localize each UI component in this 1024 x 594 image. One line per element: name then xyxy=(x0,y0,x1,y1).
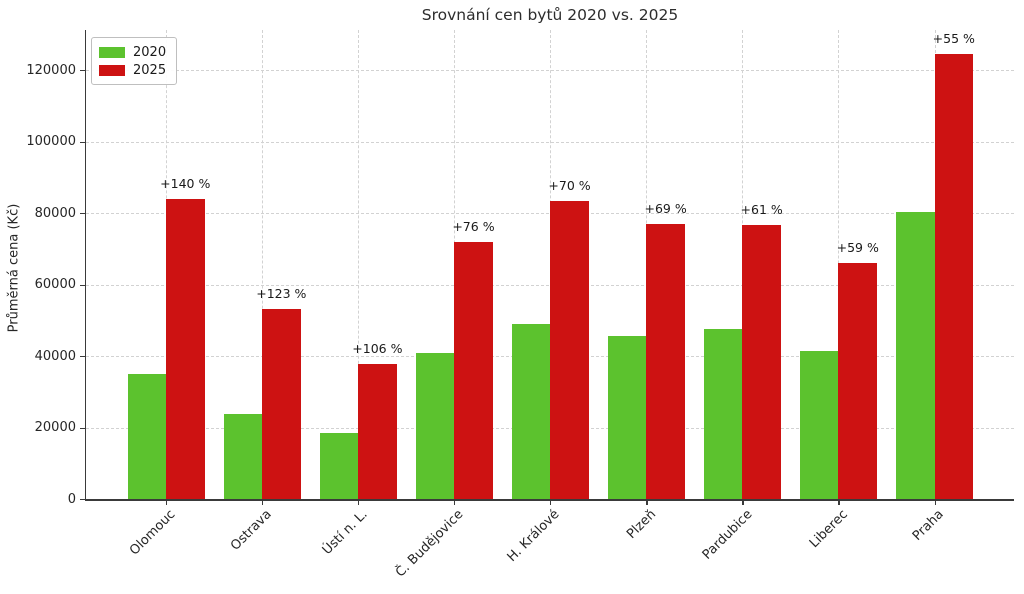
annotation-2: +106 % xyxy=(352,340,403,356)
y-tick-label: 20000 xyxy=(34,420,76,436)
legend-swatch-2020 xyxy=(99,46,125,58)
x-tick-label-text: Praha xyxy=(910,507,948,544)
x-tick-label-text: H. Králové xyxy=(504,507,563,565)
x-axis-spine xyxy=(84,499,1014,501)
x-tick-mark xyxy=(166,500,168,505)
y-axis-spine xyxy=(84,30,86,501)
bar-2025-3 xyxy=(454,242,493,499)
y-tick-mark xyxy=(80,427,85,429)
gridline-y xyxy=(86,213,1014,215)
annotation-8: +55 % xyxy=(932,31,975,47)
x-tick-mark xyxy=(262,500,264,505)
x-tick-label-text: Plzeň xyxy=(623,507,659,543)
bar-2025-6 xyxy=(742,224,781,499)
bar-2025-8 xyxy=(934,54,974,499)
y-tick-mark xyxy=(80,141,85,143)
y-tick-label: 100000 xyxy=(26,134,76,150)
bar-2025-4 xyxy=(550,201,589,499)
bar-2020-6 xyxy=(703,328,743,499)
bar-2025-1 xyxy=(262,309,301,499)
gridline-y xyxy=(86,141,1014,143)
annotation-0: +140 % xyxy=(160,175,211,191)
annotation-7: +59 % xyxy=(836,240,879,256)
y-tick-mark xyxy=(80,356,85,358)
bar-2025-5 xyxy=(646,224,685,499)
legend: 2020 2025 xyxy=(91,37,178,85)
gridline-y xyxy=(86,70,1014,72)
y-tick-label: 80000 xyxy=(34,205,76,221)
y-tick-label: 120000 xyxy=(26,62,76,78)
y-tick-mark xyxy=(80,284,85,286)
bar-2020-1 xyxy=(223,413,263,499)
x-tick-label-text: Č. Budějovice xyxy=(393,507,467,581)
annotation-6: +61 % xyxy=(740,201,783,217)
gridline-x xyxy=(358,30,360,499)
y-tick-label: 40000 xyxy=(34,348,76,364)
bar-2020-5 xyxy=(607,336,647,499)
bar-2020-2 xyxy=(319,433,359,499)
bar-2020-8 xyxy=(896,212,935,499)
legend-label-2020: 2020 xyxy=(133,44,167,60)
x-tick-label-text: Ústí n. L. xyxy=(319,507,371,558)
x-tick-label-text: Ostrava xyxy=(227,507,275,554)
y-tick-label: 0 xyxy=(67,491,76,507)
x-tick-label-text: Olomouc xyxy=(127,507,179,559)
y-tick-label: 60000 xyxy=(34,277,76,293)
y-tick-mark xyxy=(80,70,85,72)
x-tick-label-text: Pardubice xyxy=(699,507,756,563)
bar-2025-7 xyxy=(838,263,877,499)
x-tick-mark xyxy=(358,500,360,505)
annotation-3: +76 % xyxy=(452,219,495,235)
x-tick-mark xyxy=(838,500,840,505)
x-tick-label-text: Liberec xyxy=(807,507,852,552)
y-tick-mark xyxy=(80,499,85,501)
chart-title: Srovnání cen bytů 2020 vs. 2025 xyxy=(421,6,679,24)
gridline-x xyxy=(262,30,264,499)
legend-label-2025: 2025 xyxy=(133,62,167,78)
legend-swatch-2025 xyxy=(99,64,125,76)
bar-2020-7 xyxy=(799,350,839,499)
annotation-1: +123 % xyxy=(256,286,307,302)
gridline-y xyxy=(86,284,1014,286)
legend-item-2020: 2020 xyxy=(99,43,166,61)
bar-2020-4 xyxy=(511,323,551,499)
x-tick-mark xyxy=(454,500,456,505)
annotation-5: +69 % xyxy=(644,201,687,217)
bar-2025-2 xyxy=(358,363,397,499)
x-tick-mark xyxy=(742,500,744,505)
y-axis-label: Průměrná cena (Kč) xyxy=(6,203,22,333)
bar-2020-0 xyxy=(127,373,166,499)
bar-2025-0 xyxy=(166,198,205,499)
x-tick-mark xyxy=(646,500,648,505)
y-tick-mark xyxy=(80,213,85,215)
legend-item-2025: 2025 xyxy=(99,61,166,79)
bar-2020-3 xyxy=(415,353,455,499)
x-tick-mark xyxy=(934,500,936,505)
annotation-4: +70 % xyxy=(548,178,591,194)
x-tick-mark xyxy=(550,500,552,505)
